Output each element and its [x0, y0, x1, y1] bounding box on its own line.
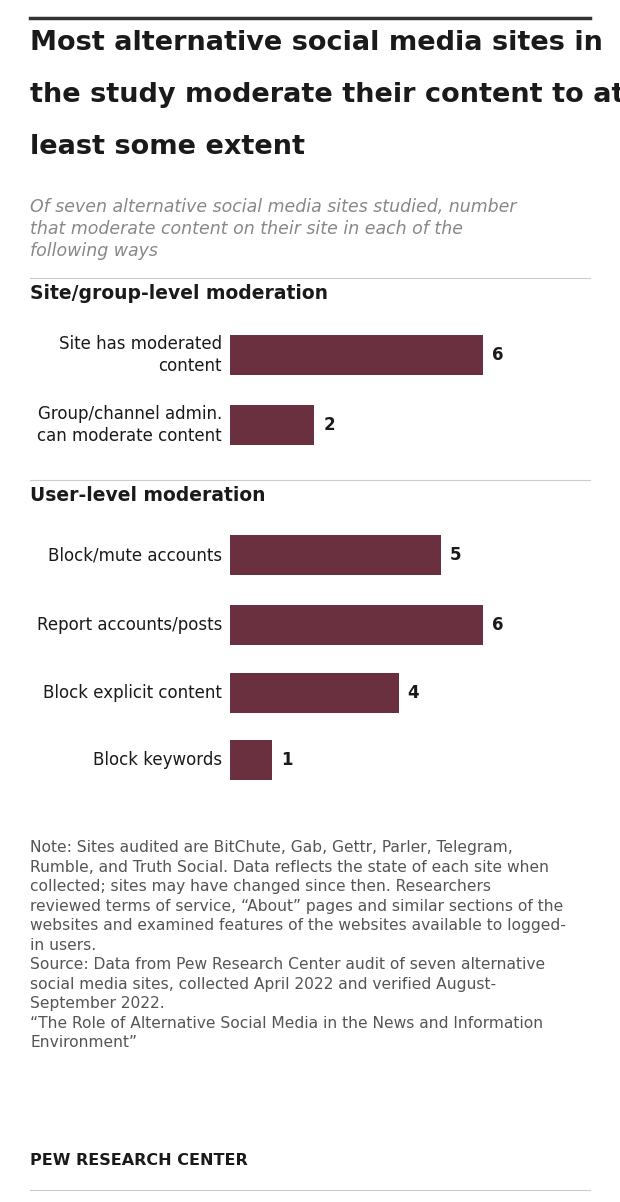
Bar	[230, 535, 441, 575]
Text: 5: 5	[450, 546, 461, 564]
Text: least some extent: least some extent	[30, 133, 305, 160]
Text: September 2022.: September 2022.	[30, 996, 165, 1011]
Bar	[230, 605, 483, 645]
Text: Of seven alternative social media sites studied, number: Of seven alternative social media sites …	[30, 198, 516, 216]
Text: 6: 6	[492, 346, 503, 364]
Text: Report accounts/posts: Report accounts/posts	[37, 615, 222, 633]
Text: collected; sites may have changed since then. Researchers: collected; sites may have changed since …	[30, 879, 491, 894]
Text: 2: 2	[323, 416, 335, 434]
Text: Block/mute accounts: Block/mute accounts	[48, 546, 222, 564]
Text: Source: Data from Pew Research Center audit of seven alternative: Source: Data from Pew Research Center au…	[30, 957, 545, 972]
Bar	[230, 405, 314, 445]
Text: Block explicit content: Block explicit content	[43, 684, 222, 702]
Text: websites and examined features of the websites available to logged-: websites and examined features of the we…	[30, 918, 566, 933]
Text: that moderate content on their site in each of the: that moderate content on their site in e…	[30, 220, 463, 238]
Text: social media sites, collected April 2022 and verified August-: social media sites, collected April 2022…	[30, 976, 496, 992]
Text: the study moderate their content to at: the study moderate their content to at	[30, 82, 620, 108]
Text: following ways: following ways	[30, 242, 158, 260]
Text: Block keywords: Block keywords	[93, 751, 222, 769]
Text: Environment”: Environment”	[30, 1035, 137, 1051]
Bar	[230, 740, 272, 780]
Text: “The Role of Alternative Social Media in the News and Information: “The Role of Alternative Social Media in…	[30, 1016, 543, 1030]
Text: Site has moderated
content: Site has moderated content	[59, 335, 222, 375]
Text: Rumble, and Truth Social. Data reflects the state of each site when: Rumble, and Truth Social. Data reflects …	[30, 859, 549, 875]
Text: User-level moderation: User-level moderation	[30, 486, 265, 505]
Text: 4: 4	[407, 684, 419, 702]
Text: Group/channel admin.
can moderate content: Group/channel admin. can moderate conten…	[37, 405, 222, 445]
Bar	[230, 673, 399, 713]
Bar	[230, 335, 483, 375]
Text: Site/group-level moderation: Site/group-level moderation	[30, 284, 328, 303]
Text: 1: 1	[281, 751, 293, 769]
Text: Note: Sites audited are BitChute, Gab, Gettr, Parler, Telegram,: Note: Sites audited are BitChute, Gab, G…	[30, 840, 513, 855]
Text: reviewed terms of service, “About” pages and similar sections of the: reviewed terms of service, “About” pages…	[30, 899, 563, 914]
Text: 6: 6	[492, 615, 503, 633]
Text: Most alternative social media sites in: Most alternative social media sites in	[30, 30, 603, 56]
Text: in users.: in users.	[30, 938, 96, 952]
Text: PEW RESEARCH CENTER: PEW RESEARCH CENTER	[30, 1153, 248, 1168]
